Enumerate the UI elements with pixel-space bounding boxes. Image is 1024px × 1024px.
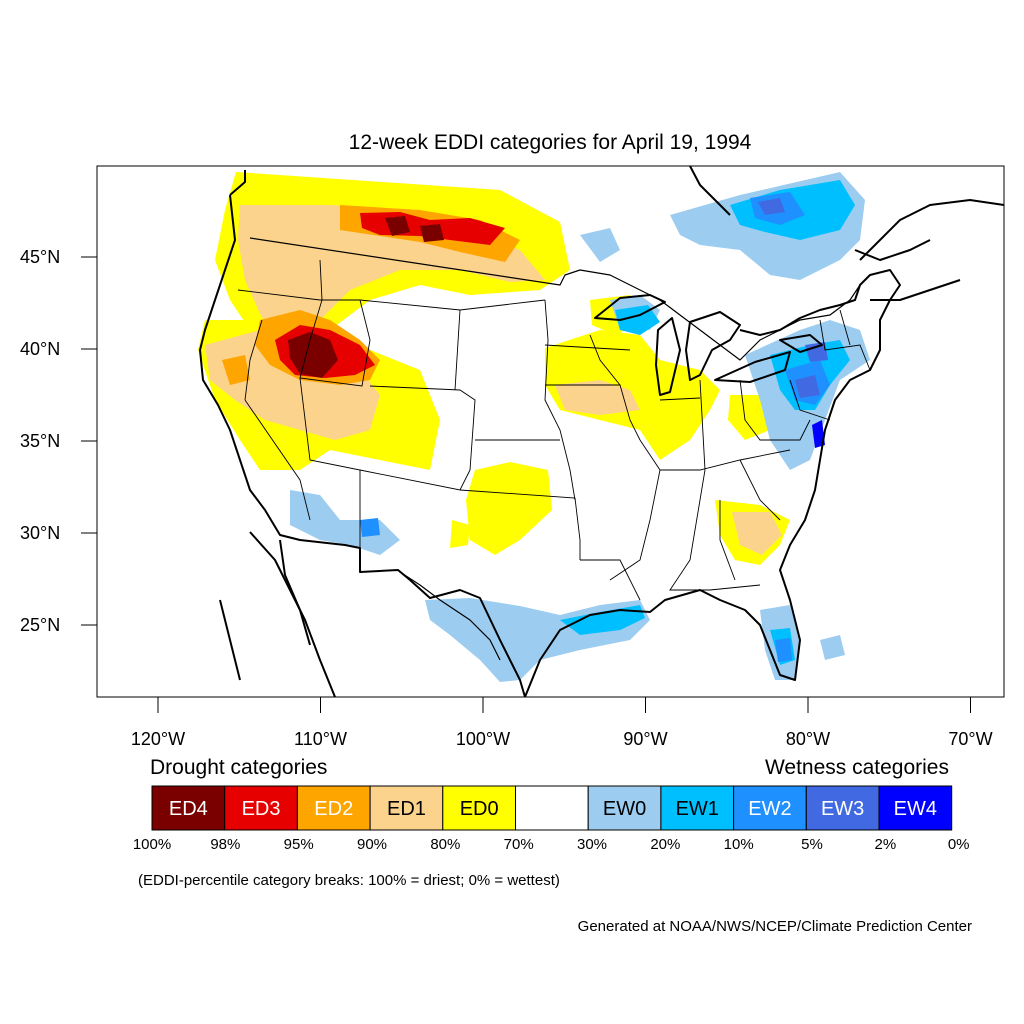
percent-break-label: 0% [947,836,970,853]
longitude-axis: 120°W 110°W 100°W 90°W 80°W 70°W [131,697,993,749]
map-outlines [199,166,1004,697]
map-title: 12-week EDDI categories for April 19, 19… [348,131,752,154]
legend-swatch [733,785,807,831]
percent-break-label: 98% [210,836,241,853]
legend-swatch-label: EW3 [821,798,864,820]
drought-categories-heading: Drought categories [150,756,328,779]
credit-text: Generated at NOAA/NWS/NCEP/Climate Predi… [577,918,972,935]
percent-break-label: 2% [874,836,897,853]
percent-break-label: 5% [801,836,823,853]
legend-swatch [805,785,880,831]
wetness-categories-heading: Wetness categories [764,756,949,779]
legend-swatch [442,785,516,831]
legend-swatch [587,785,662,831]
legend-swatch-label: ED3 [242,798,281,820]
lat-tick-label: 30°N [20,523,60,543]
legend-swatch-label: ED4 [169,798,208,820]
legend-swatch [369,785,444,831]
lon-tick-label: 90°W [623,729,667,749]
percent-break-label: 80% [430,836,461,853]
category-shading [198,172,870,682]
legend-swatch [151,785,226,831]
percent-break-label: 95% [283,836,314,853]
legend-swatch-label: EW2 [748,798,791,820]
percent-break-label: 20% [650,836,681,853]
legend-swatch [515,785,589,831]
lat-tick-label: 25°N [20,615,60,635]
lon-tick-label: 80°W [786,729,830,749]
legend-color-bar: ED4 ED3 ED2 ED1 ED0 EW0 EW1 EW2 EW3 EW4 [151,785,953,831]
lon-tick-label: 100°W [456,729,510,749]
percent-break-label: 100% [132,836,172,853]
lon-tick-label: 120°W [131,729,185,749]
legend-swatch [224,785,298,831]
map-frame [96,165,1005,698]
category-note: (EDDI-percentile category breaks: 100% =… [138,872,560,889]
legend-swatch-label: ED1 [387,798,426,820]
legend-swatch-label: ED2 [314,798,353,820]
legend-swatch-label: EW1 [676,798,719,820]
lat-tick-label: 45°N [20,247,60,267]
legend-swatch-label: EW4 [894,798,937,820]
legend-swatch-label: ED0 [460,798,499,820]
lat-tick-label: 35°N [20,431,60,451]
lon-tick-label: 70°W [948,729,992,749]
state-borders [237,259,871,601]
legend-swatch [296,785,371,831]
percent-break-label: 90% [356,836,388,853]
percent-break-label: 10% [723,836,754,853]
percent-break-label: 70% [503,836,534,853]
legend-swatch [878,785,953,831]
legend-swatch-label: EW0 [603,798,646,820]
lon-tick-label: 110°W [294,729,347,749]
lat-tick-label: 40°N [20,339,60,359]
percent-break-label: 30% [577,836,608,853]
map-area [198,166,1004,697]
latitude-axis: 45°N 40°N 35°N 30°N 25°N [20,247,97,635]
